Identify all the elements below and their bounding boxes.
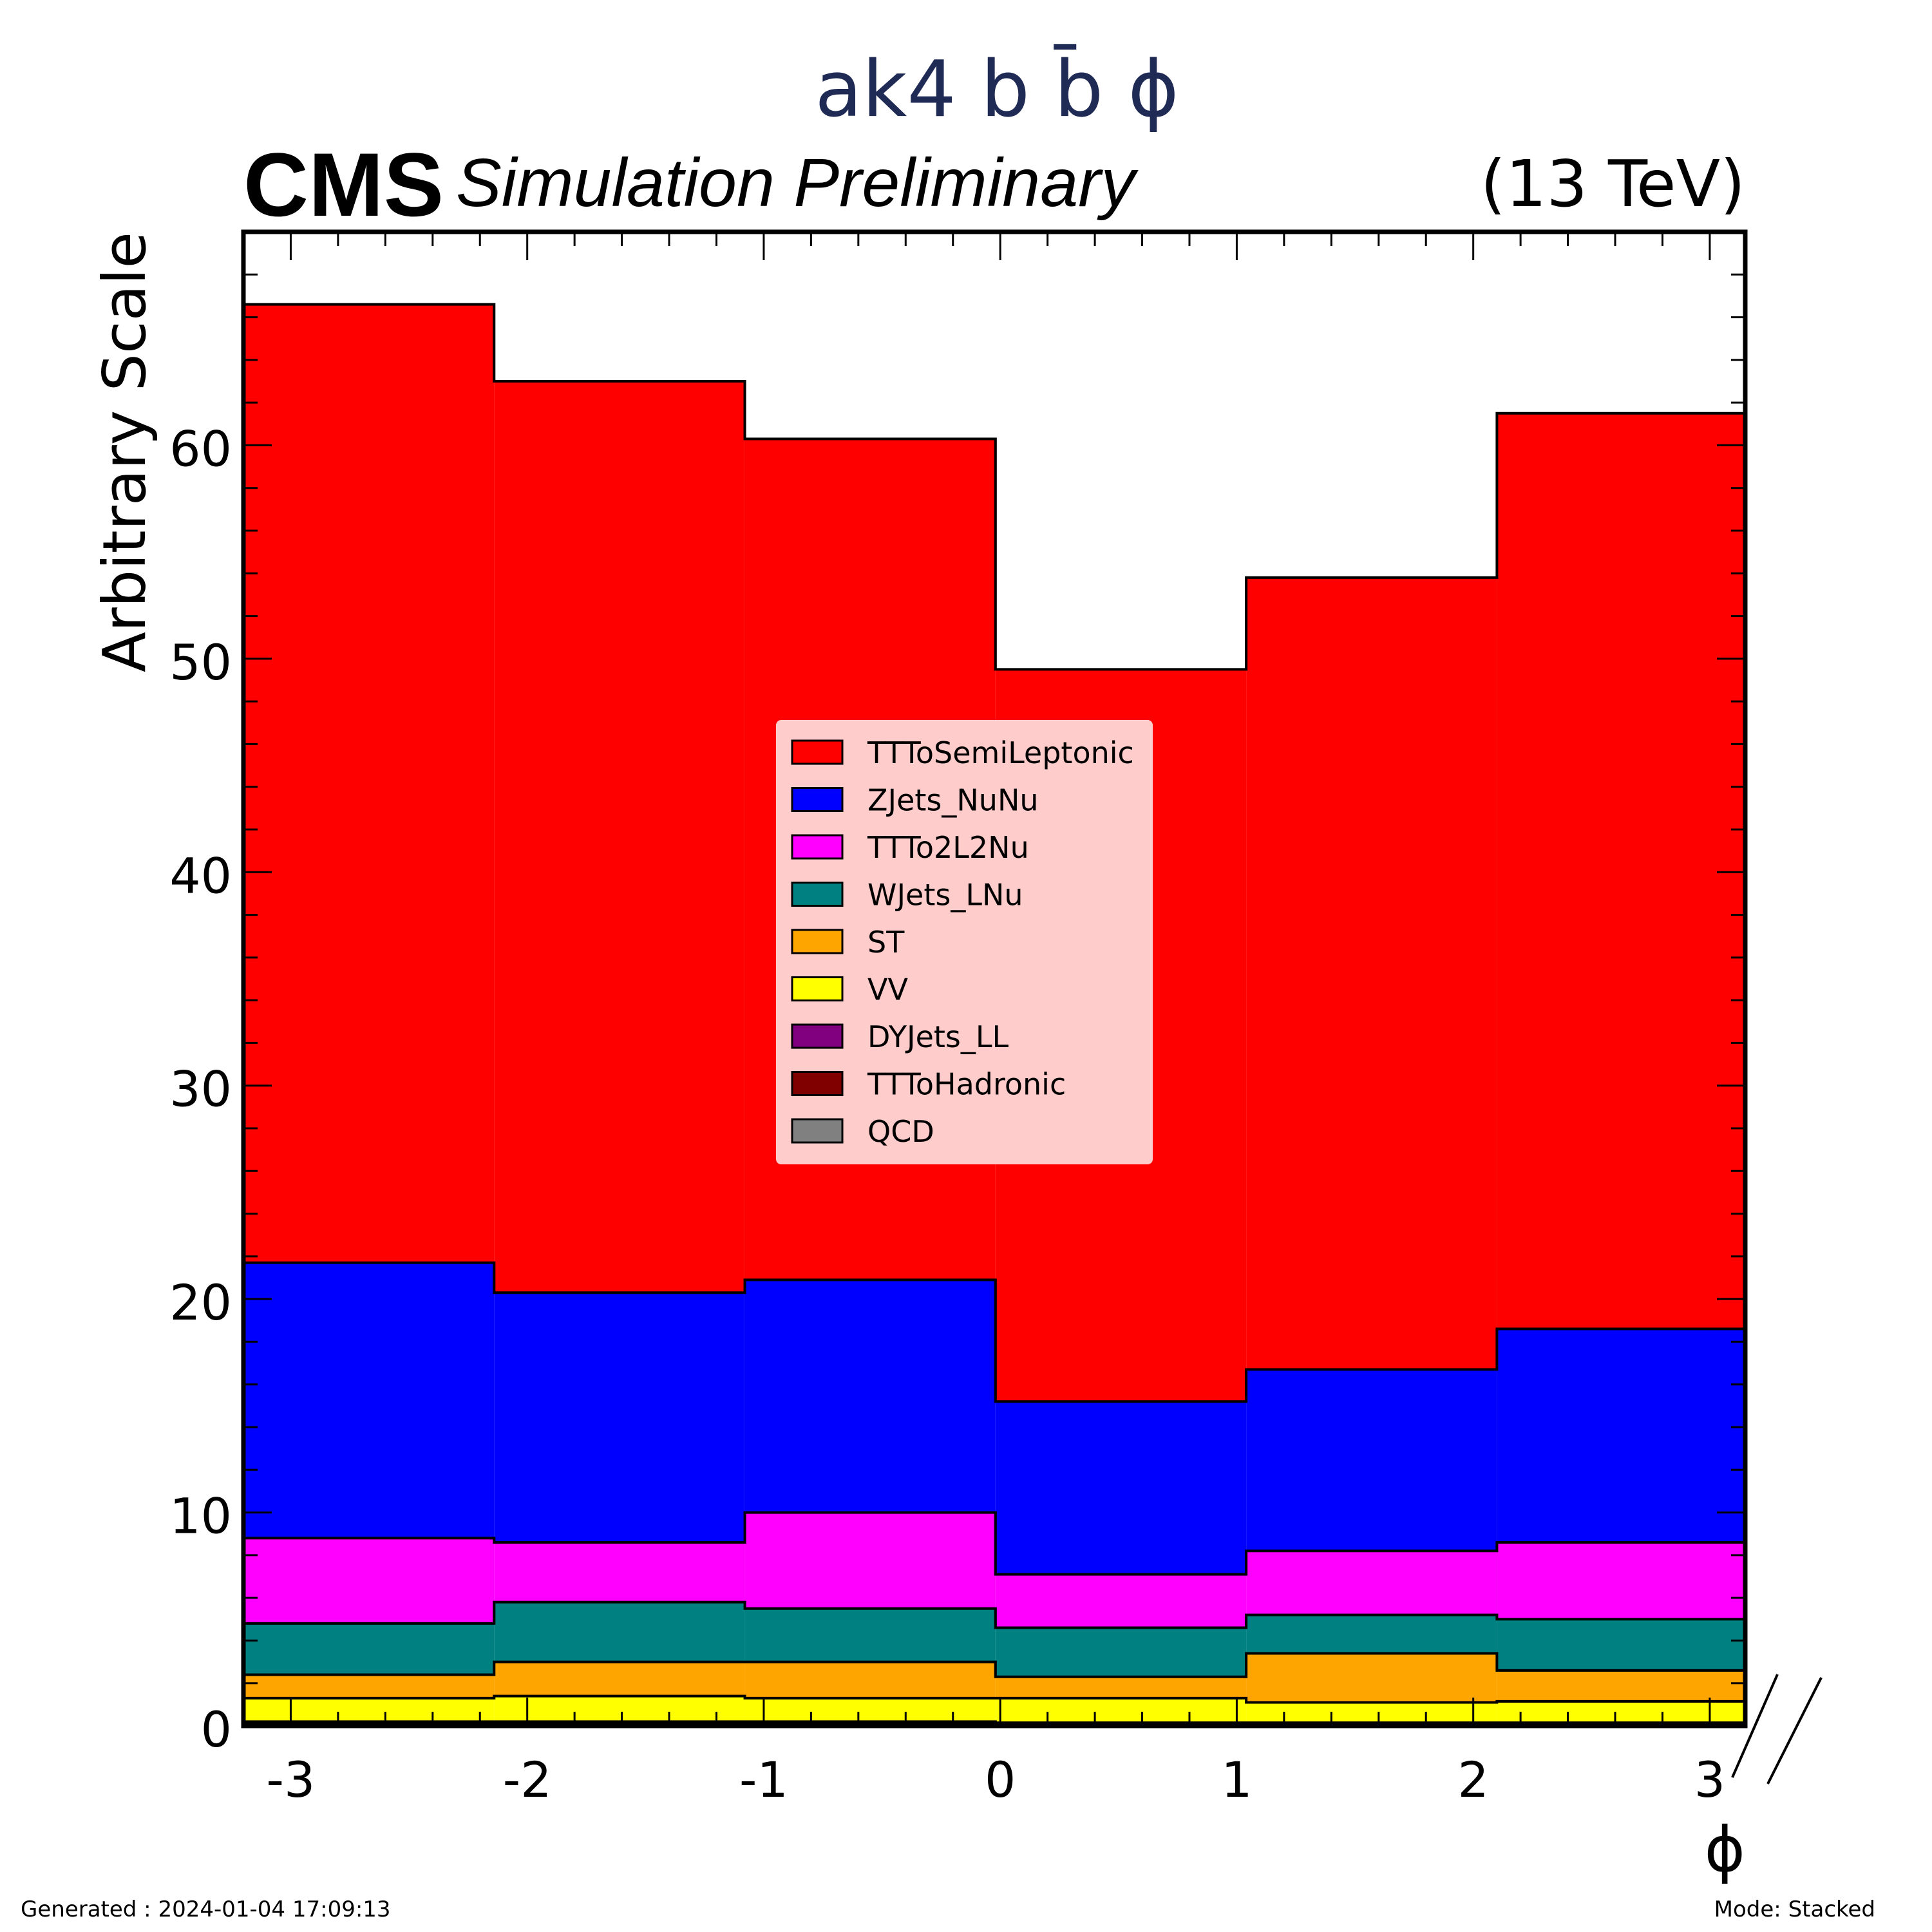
legend-label-ZJets_NuNu: ZJets_NuNu bbox=[867, 783, 1039, 818]
legend-swatch-VV bbox=[791, 976, 844, 1001]
y-tick-label: 60 bbox=[169, 420, 232, 477]
y-tick-label: 40 bbox=[169, 847, 232, 904]
bar-TTToSemiLeptonic-bin-1 bbox=[494, 381, 745, 1293]
x-tick-label: 0 bbox=[985, 1751, 1016, 1808]
x-tick-label: -3 bbox=[267, 1751, 316, 1808]
legend-background bbox=[776, 720, 1153, 1164]
outline-ST bbox=[243, 1652, 1745, 1678]
x-axis-label: ϕ bbox=[1705, 1814, 1745, 1886]
bar-ST-bin-3 bbox=[995, 1676, 1247, 1698]
bar-TTTo2L2Nu-bin-2 bbox=[744, 1512, 996, 1609]
outline-DYJets_LL bbox=[243, 1720, 1745, 1725]
legend-swatch-TTTo2L2Nu bbox=[791, 834, 844, 860]
axis-tick-labels: 0 10 20 30 40 50 60 -3 -2 -1 0 1 2 3 bbox=[169, 420, 1725, 1808]
legend-label-QCD: QCD bbox=[867, 1114, 934, 1149]
bar-VV-bin-4 bbox=[1246, 1702, 1497, 1723]
y-tick-label: 50 bbox=[169, 634, 232, 691]
bar-WJets_LNu-bin-4 bbox=[1246, 1615, 1497, 1654]
bar-VV-bin-5 bbox=[1497, 1701, 1745, 1723]
break-line bbox=[1731, 1674, 1779, 1778]
legend-swatch-DYJets_LL bbox=[791, 1023, 844, 1049]
bar-ZJets_NuNu-bin-0 bbox=[243, 1262, 495, 1539]
legend-label-ST: ST bbox=[867, 925, 905, 960]
y-tick-label: 20 bbox=[169, 1274, 232, 1331]
bar-TTTo2L2Nu-bin-4 bbox=[1246, 1551, 1497, 1615]
bar-TTTo2L2Nu-bin-1 bbox=[494, 1542, 745, 1602]
plot-frame bbox=[241, 229, 1748, 1728]
bar-ZJets_NuNu-bin-4 bbox=[1246, 1369, 1497, 1551]
y-tick-label: 30 bbox=[169, 1061, 232, 1118]
bar-TTToSemiLeptonic-bin-0 bbox=[243, 304, 495, 1263]
y-tick-label: 10 bbox=[169, 1488, 232, 1545]
legend-label-VV: VV bbox=[867, 972, 908, 1007]
axis-break-mark bbox=[1731, 1674, 1823, 1785]
bar-ZJets_NuNu-bin-3 bbox=[995, 1401, 1247, 1575]
break-line bbox=[1766, 1677, 1823, 1785]
bar-TTToSemiLeptonic-bin-4 bbox=[1246, 577, 1497, 1370]
plot-title: ak4 b b̄ ϕ bbox=[815, 44, 1179, 135]
bar-ST-bin-0 bbox=[243, 1674, 495, 1698]
bar-ZJets_NuNu-bin-5 bbox=[1497, 1329, 1745, 1542]
bar-ZJets_NuNu-bin-1 bbox=[494, 1293, 745, 1542]
legend-swatch-ST bbox=[791, 929, 844, 954]
bar-TTTo2L2Nu-bin-0 bbox=[243, 1538, 495, 1624]
outline-VV bbox=[243, 1694, 1745, 1704]
legend-swatch-TTToHadronic bbox=[791, 1071, 844, 1096]
outline-WJets_LNu bbox=[243, 1600, 1745, 1629]
cms-label: CMS bbox=[243, 134, 444, 235]
bar-ST-bin-2 bbox=[744, 1662, 996, 1698]
bar-VV-bin-1 bbox=[494, 1696, 745, 1722]
bar-WJets_LNu-bin-5 bbox=[1497, 1619, 1745, 1671]
legend-label-TTToHadronic: TTToHadronic bbox=[867, 1067, 1066, 1102]
outline-TTTo2L2Nu bbox=[243, 1511, 1745, 1576]
bar-TTTo2L2Nu-bin-3 bbox=[995, 1574, 1247, 1628]
bar-VV-bin-3 bbox=[995, 1698, 1247, 1723]
legend: TTToSemiLeptonic ZJets_NuNu TTTo2L2Nu WJets… bbox=[776, 720, 1153, 1164]
bar-WJets_LNu-bin-2 bbox=[744, 1608, 996, 1662]
energy-label: (13 TeV) bbox=[1481, 146, 1745, 222]
x-tick-label: -2 bbox=[503, 1751, 552, 1808]
bar-WJets_LNu-bin-3 bbox=[995, 1627, 1247, 1677]
y-axis-label: Arbitrary Scale bbox=[90, 232, 159, 672]
bar-ST-bin-4 bbox=[1246, 1653, 1497, 1703]
x-tick-label: 1 bbox=[1221, 1751, 1252, 1808]
bar-VV-bin-0 bbox=[243, 1698, 495, 1722]
legend-label-TTToSemiLeptonic: TTToSemiLeptonic bbox=[867, 735, 1134, 770]
legend-label-TTTo2L2Nu: TTTo2L2Nu bbox=[867, 830, 1029, 865]
x-tick-label: 2 bbox=[1457, 1751, 1488, 1808]
x-tick-label: 3 bbox=[1694, 1751, 1725, 1808]
legend-label-WJets_LNu: WJets_LNu bbox=[867, 878, 1023, 913]
x-tick-label: -1 bbox=[739, 1751, 788, 1808]
outline-TTToSemiLeptonic bbox=[243, 303, 1745, 671]
legend-swatch-TTToSemiLeptonic bbox=[791, 739, 844, 765]
generated-timestamp: Generated : 2024-01-04 17:09:13 bbox=[21, 1897, 391, 1922]
bar-ST-bin-5 bbox=[1497, 1670, 1745, 1701]
bar-ST-bin-1 bbox=[494, 1662, 745, 1696]
outline-ZJets_NuNu bbox=[243, 1261, 1745, 1403]
simulation-preliminary-label: Simulation Preliminary bbox=[456, 145, 1139, 221]
y-tick-label: 0 bbox=[201, 1701, 232, 1758]
legend-swatch-QCD bbox=[791, 1118, 844, 1144]
legend-swatch-WJets_LNu bbox=[791, 882, 844, 907]
bar-WJets_LNu-bin-1 bbox=[494, 1602, 745, 1662]
bar-TTTo2L2Nu-bin-5 bbox=[1497, 1542, 1745, 1620]
bar-ZJets_NuNu-bin-2 bbox=[744, 1280, 996, 1513]
legend-label-DYJets_LL: DYJets_LL bbox=[867, 1019, 1009, 1054]
bar-WJets_LNu-bin-0 bbox=[243, 1623, 495, 1675]
mode-label: Mode: Stacked bbox=[1714, 1897, 1875, 1922]
bar-TTToSemiLeptonic-bin-5 bbox=[1497, 413, 1745, 1329]
bar-VV-bin-2 bbox=[744, 1698, 996, 1722]
legend-swatch-ZJets_NuNu bbox=[791, 787, 844, 812]
